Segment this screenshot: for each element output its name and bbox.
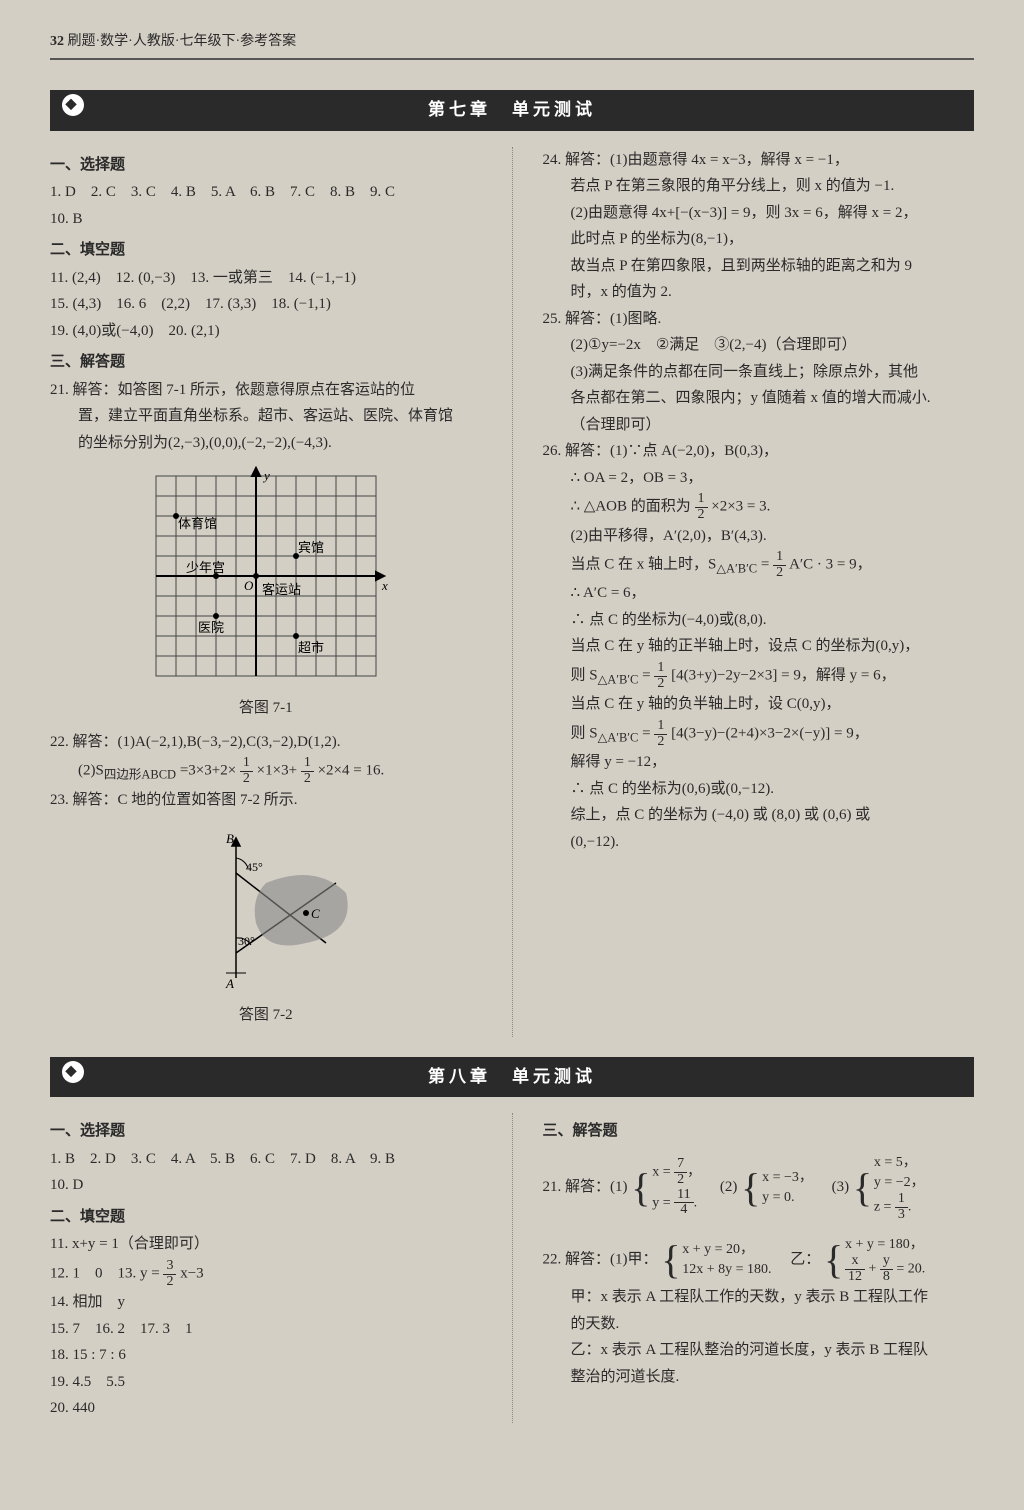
- chapter-icon: ◆: [62, 1061, 84, 1083]
- answer-line: ∴ 点 C 的坐标为(0,6)或(0,−12).: [543, 777, 975, 803]
- answer-line: 1. D 2. C 3. C 4. B 5. A 6. B 7. C 8. B …: [50, 180, 482, 206]
- answer-line: (2)S四边形ABCD =3×3+2× 12 ×1×3+ 12 ×2×4 = 1…: [50, 756, 482, 786]
- svg-text:少年宫: 少年宫: [186, 560, 225, 575]
- answer-line: 当点 C 在 y 轴的正半轴上时，设点 C 的坐标为(0,y)，: [543, 634, 975, 660]
- svg-text:C: C: [311, 906, 320, 921]
- answer-line: 21. 解答：(1) { x = 72， y = 114. (2) { x = …: [543, 1153, 975, 1223]
- answer-line: (3)满足条件的点都在同一条直线上；除原点外，其他: [543, 360, 975, 386]
- answer-line: 19. (4,0)或(−4,0) 20. (2,1): [50, 319, 482, 345]
- figure-7-2-caption: 答图 7-2: [50, 1003, 482, 1029]
- answer-line: 时，x 的值为 2.: [543, 280, 975, 306]
- answer-line: ∴ △AOB 的面积为 12 ×2×3 = 3.: [543, 492, 975, 522]
- answer-line: 当点 C 在 x 轴上时，S△A′B′C = 12 A′C · 3 = 9，: [543, 550, 975, 580]
- answer-line: 甲：x 表示 A 工程队工作的天数，y 表示 B 工程队工作: [543, 1285, 975, 1311]
- figure-7-1: 体育馆 少年宫 宾馆 客运站 医院 超市 O x y: [136, 466, 396, 686]
- chapter-icon: ◆: [62, 94, 84, 116]
- column-divider: [512, 147, 513, 1037]
- svg-text:体育馆: 体育馆: [178, 516, 217, 531]
- answer-line: 综上，点 C 的坐标为 (−4,0) 或 (8,0) 或 (0,6) 或: [543, 803, 975, 829]
- svg-text:医院: 医院: [198, 620, 224, 635]
- svg-text:客运站: 客运站: [262, 582, 301, 597]
- answer-line: 10. D: [50, 1173, 482, 1199]
- svg-text:O: O: [244, 578, 254, 593]
- answer-line: 20. 440: [50, 1396, 482, 1422]
- svg-text:超市: 超市: [298, 640, 324, 655]
- answer-line: 整治的河道长度.: [543, 1365, 975, 1391]
- answer-line: 22. 解答：(1)甲： { x + y = 20， 12x + 8y = 18…: [543, 1235, 975, 1285]
- svg-text:B: B: [226, 831, 234, 846]
- svg-text:y: y: [262, 468, 270, 483]
- answer-line: 26. 解答：(1)∵点 A(−2,0)，B(0,3)，: [543, 439, 975, 465]
- svg-text:宾馆: 宾馆: [298, 540, 324, 555]
- answer-line: ∴ OA = 2，OB = 3，: [543, 466, 975, 492]
- answer-line: 14. 相加 y: [50, 1290, 482, 1316]
- chapter-8-title: 第八章 单元测试: [428, 1067, 596, 1086]
- chapter-7-right: 24. 解答：(1)由题意得 4x = x−3，解得 x = −1， 若点 P …: [543, 147, 975, 1037]
- figure-7-2: B A C 45° 30°: [156, 823, 376, 993]
- answer-line: 解得 y = −12，: [543, 750, 975, 776]
- column-divider: [512, 1113, 513, 1422]
- answer-line: 23. 解答：C 地的位置如答图 7-2 所示.: [50, 788, 482, 814]
- answer-line: (2)由题意得 4x+[−(x−3)] = 9，则 3x = 6，解得 x = …: [543, 201, 975, 227]
- answer-line: ∴ 点 C 的坐标为(−4,0)或(8,0).: [543, 608, 975, 634]
- answer-line: 的天数.: [543, 1312, 975, 1338]
- section-title: 一、选择题: [50, 153, 482, 179]
- section-title: 一、选择题: [50, 1119, 482, 1145]
- answer-line: 22. 解答：(1)A(−2,1),B(−3,−2),C(3,−2),D(1,2…: [50, 730, 482, 756]
- answer-line: 若点 P 在第三象限的角平分线上，则 x 的值为 −1.: [543, 174, 975, 200]
- answer-line: 12. 1 0 13. y = 32 x−3: [50, 1259, 482, 1289]
- svg-text:30°: 30°: [238, 934, 255, 948]
- chapter-7-title: 第七章 单元测试: [428, 100, 596, 119]
- page-number: 32: [50, 34, 64, 49]
- answer-line: 18. 15 : 7 : 6: [50, 1343, 482, 1369]
- section-title: 二、填空题: [50, 238, 482, 264]
- answer-line: 则 S△A′B′C = 12 [4(3+y)−2y−2×3] = 9，解得 y …: [543, 661, 975, 691]
- figure-7-1-caption: 答图 7-1: [50, 696, 482, 722]
- page-header: 32 刷题·数学·人教版·七年级下·参考答案: [50, 30, 974, 60]
- answer-line: 置，建立平面直角坐标系。超市、客运站、医院、体育馆: [50, 404, 482, 430]
- answer-line: 15. (4,3) 16. 6 (2,2) 17. (3,3) 18. (−1,…: [50, 292, 482, 318]
- svg-text:A: A: [225, 976, 234, 991]
- chapter-7-bar: ◆ 第七章 单元测试: [50, 90, 974, 131]
- answer-line: 21. 解答：如答图 7-1 所示，依题意得原点在客运站的位: [50, 378, 482, 404]
- answer-line: (0,−12).: [543, 830, 975, 856]
- answer-line: （合理即可）: [543, 413, 975, 439]
- answer-line: 11. x+y = 1（合理即可）: [50, 1232, 482, 1258]
- answer-line: 15. 7 16. 2 17. 3 1: [50, 1317, 482, 1343]
- section-title: 三、解答题: [50, 350, 482, 376]
- section-title: 三、解答题: [543, 1119, 975, 1145]
- svg-text:x: x: [381, 578, 388, 593]
- answer-line: 11. (2,4) 12. (0,−3) 13. 一或第三 14. (−1,−1…: [50, 266, 482, 292]
- answer-line: 19. 4.5 5.5: [50, 1370, 482, 1396]
- answer-line: 的坐标分别为(2,−3),(0,0),(−2,−2),(−4,3).: [50, 431, 482, 457]
- answer-line: 故当点 P 在第四象限，且到两坐标轴的距离之和为 9: [543, 254, 975, 280]
- answer-line: (2)由平移得，A′(2,0)，B′(4,3).: [543, 524, 975, 550]
- section-title: 二、填空题: [50, 1205, 482, 1231]
- chapter-8-columns: 一、选择题 1. B 2. D 3. C 4. A 5. B 6. C 7. D…: [50, 1113, 974, 1422]
- answer-line: 10. B: [50, 207, 482, 233]
- answer-line: 24. 解答：(1)由题意得 4x = x−3，解得 x = −1，: [543, 148, 975, 174]
- chapter-8-left: 一、选择题 1. B 2. D 3. C 4. A 5. B 6. C 7. D…: [50, 1113, 482, 1422]
- header-title: 刷题·数学·人教版·七年级下·参考答案: [68, 34, 297, 49]
- answer-line: 则 S△A′B′C = 12 [4(3−y)−(2+4)×3−2×(−y)] =…: [543, 719, 975, 749]
- chapter-7-left: 一、选择题 1. D 2. C 3. C 4. B 5. A 6. B 7. C…: [50, 147, 482, 1037]
- answer-line: (2)①y=−2x ②满足 ③(2,−4)（合理即可）: [543, 333, 975, 359]
- svg-text:45°: 45°: [246, 860, 263, 874]
- chapter-8-bar: ◆ 第八章 单元测试: [50, 1057, 974, 1098]
- chapter-7-columns: 一、选择题 1. D 2. C 3. C 4. B 5. A 6. B 7. C…: [50, 147, 974, 1037]
- answer-line: ∴ A′C = 6，: [543, 581, 975, 607]
- answer-line: 当点 C 在 y 轴的负半轴上时，设 C(0,y)，: [543, 692, 975, 718]
- chapter-8-right: 三、解答题 21. 解答：(1) { x = 72， y = 114. (2) …: [543, 1113, 975, 1422]
- answer-line: 此时点 P 的坐标为(8,−1)，: [543, 227, 975, 253]
- answer-line: 1. B 2. D 3. C 4. A 5. B 6. C 7. D 8. A …: [50, 1147, 482, 1173]
- answer-line: 各点都在第二、四象限内；y 值随着 x 值的增大而减小.: [543, 386, 975, 412]
- answer-line: 25. 解答：(1)图略.: [543, 307, 975, 333]
- answer-line: 乙：x 表示 A 工程队整治的河道长度，y 表示 B 工程队: [543, 1338, 975, 1364]
